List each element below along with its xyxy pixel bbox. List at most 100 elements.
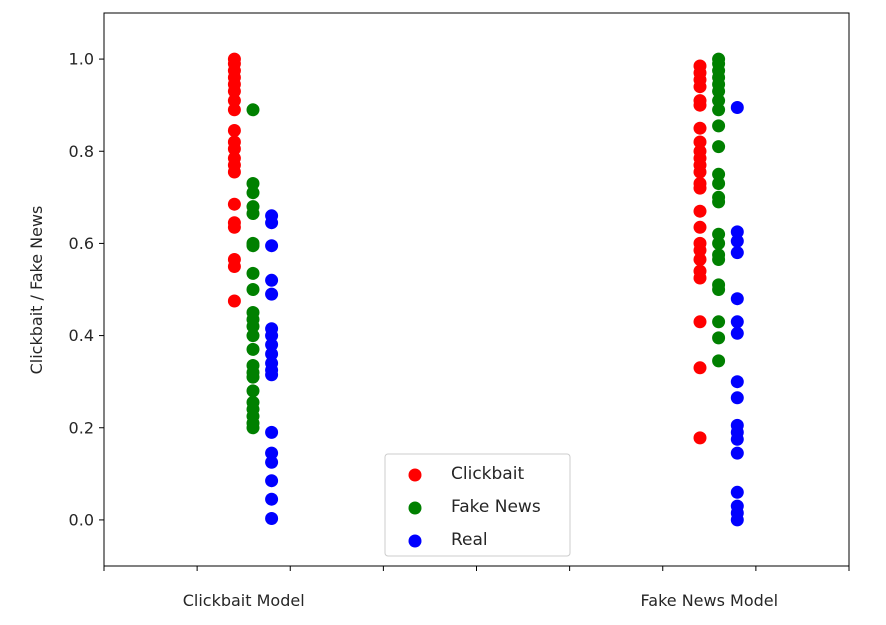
data-point <box>693 121 707 135</box>
data-point <box>265 512 279 525</box>
data-point <box>730 432 744 446</box>
data-point <box>693 135 707 149</box>
data-point <box>265 273 279 287</box>
y-axis-label: Clickbait / Fake News <box>27 206 46 375</box>
data-point <box>265 239 279 253</box>
data-point <box>265 492 279 506</box>
data-point <box>227 165 241 179</box>
data-point <box>693 204 707 218</box>
data-point <box>265 329 279 343</box>
data-point <box>227 197 241 211</box>
data-point <box>265 216 279 230</box>
data-point <box>712 119 726 133</box>
data-point <box>712 315 726 329</box>
y-tick-label: 0.4 <box>69 326 94 345</box>
data-point <box>693 315 707 329</box>
y-tick-label: 0.2 <box>69 418 94 437</box>
data-point <box>730 513 744 527</box>
data-point <box>712 227 726 241</box>
legend-marker <box>408 468 422 482</box>
data-point <box>265 446 279 460</box>
series-clickbait <box>227 52 707 445</box>
data-point <box>712 140 726 154</box>
data-point <box>246 186 260 200</box>
data-point <box>730 391 744 405</box>
data-point <box>227 84 241 98</box>
data-point <box>712 94 726 108</box>
data-point <box>712 103 726 117</box>
data-point <box>730 246 744 260</box>
data-point <box>693 431 707 445</box>
y-tick-label: 0.8 <box>69 142 94 161</box>
data-point <box>227 142 241 156</box>
data-point <box>730 292 744 306</box>
legend-box <box>384 453 571 557</box>
data-point <box>227 124 241 137</box>
data-point <box>265 474 279 488</box>
data-point <box>246 319 260 333</box>
data-point <box>246 384 260 398</box>
data-point <box>730 315 744 329</box>
data-point <box>246 283 260 296</box>
data-point <box>693 181 707 195</box>
chart-marks <box>227 52 744 527</box>
data-point <box>246 103 260 117</box>
data-point <box>693 253 707 266</box>
series-real <box>265 101 744 527</box>
data-point <box>227 103 241 117</box>
data-point <box>730 234 744 248</box>
legend-marker <box>408 501 422 515</box>
data-point <box>265 425 279 439</box>
data-point <box>712 167 726 181</box>
data-point <box>246 370 260 384</box>
data-point <box>712 331 726 345</box>
data-point <box>693 165 707 179</box>
data-point <box>712 236 726 250</box>
legend-label: Fake News <box>451 497 541 517</box>
data-point <box>730 101 744 114</box>
y-tick-label: 1.0 <box>69 50 94 69</box>
x-tick-label: Clickbait Model <box>183 591 305 610</box>
data-point <box>730 375 744 389</box>
data-point <box>246 421 260 435</box>
data-point <box>265 368 279 382</box>
data-point <box>246 329 260 343</box>
data-point <box>265 347 279 361</box>
data-point <box>265 338 279 352</box>
data-point <box>246 207 260 220</box>
x-tick-label: Fake News Model <box>641 591 779 610</box>
data-point <box>712 354 726 368</box>
data-point <box>730 446 744 460</box>
data-point <box>246 342 260 356</box>
data-point <box>227 294 241 308</box>
data-point <box>246 177 260 190</box>
data-point <box>712 84 726 98</box>
data-point <box>227 260 241 273</box>
data-point <box>693 220 707 234</box>
data-point <box>693 271 707 285</box>
data-point <box>730 225 744 239</box>
data-point <box>730 485 744 499</box>
data-point <box>712 195 726 209</box>
y-tick-label: 0.0 <box>69 510 94 529</box>
data-point <box>265 455 279 469</box>
data-point <box>227 220 241 234</box>
data-point <box>693 98 707 112</box>
data-point <box>693 361 707 375</box>
data-point <box>712 283 726 296</box>
legend: Clickbait Fake News Real <box>384 453 571 557</box>
series-fake-news <box>246 52 726 435</box>
axes: 0.0 0.2 0.4 0.6 0.8 1.0 Clickbait Model Fake Ne… <box>69 50 850 610</box>
data-point <box>246 266 260 280</box>
data-point <box>712 177 726 190</box>
data-point <box>246 239 260 253</box>
legend-label: Clickbait <box>451 464 524 484</box>
data-point <box>265 287 279 301</box>
data-point <box>730 326 744 340</box>
data-point <box>227 94 241 108</box>
y-tick-label: 0.6 <box>69 234 94 253</box>
data-point <box>712 253 726 266</box>
legend-label: Real <box>451 530 488 550</box>
legend-marker <box>408 534 422 548</box>
